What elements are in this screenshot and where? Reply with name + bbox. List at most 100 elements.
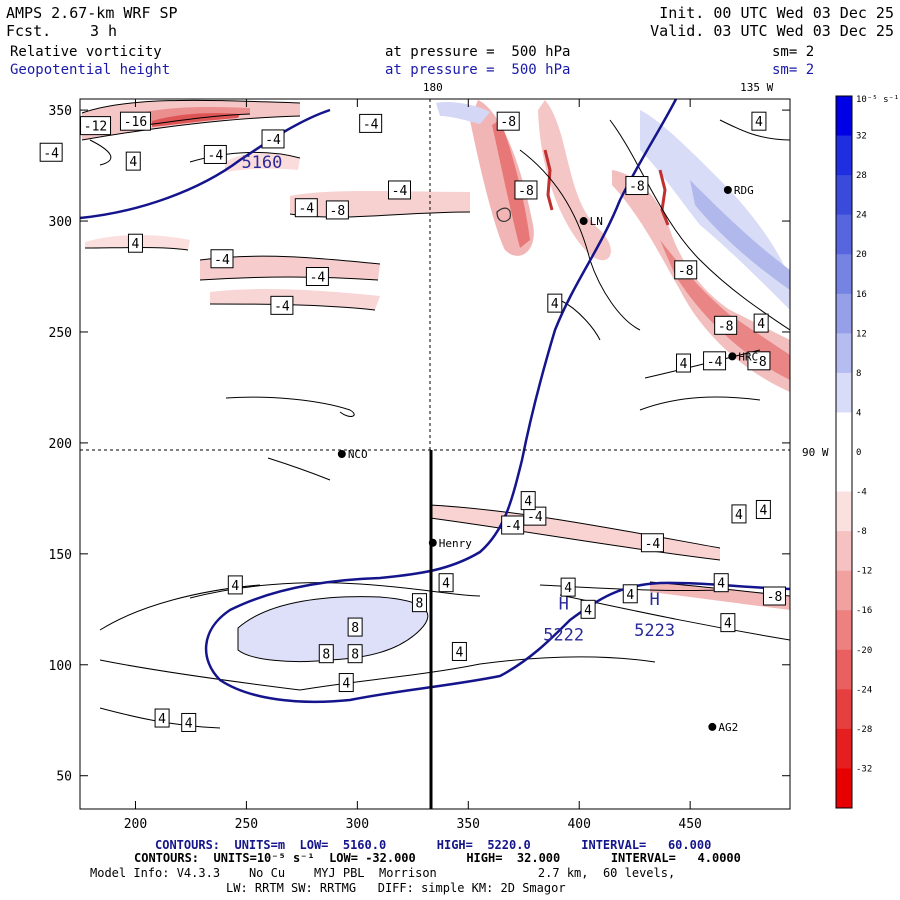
colorbar-tick-label: -12 bbox=[856, 567, 872, 577]
svg-text:-8: -8 bbox=[330, 204, 346, 219]
colorbar-unit: 10⁻⁵ s⁻¹ bbox=[856, 95, 899, 105]
axes: 200 250 300 350 400 450 50 100 150 200 250 300 350 bbox=[49, 99, 790, 832]
geopotential-contours bbox=[80, 99, 790, 704]
vorticity-label: -4 bbox=[305, 267, 329, 286]
svg-text:-4: -4 bbox=[310, 271, 326, 286]
vorticity-label: -8 bbox=[747, 351, 771, 371]
colorbar-swatch bbox=[836, 610, 852, 651]
svg-text:-4: -4 bbox=[645, 537, 661, 552]
colorbar: 10⁻⁵ s⁻¹ 32 28 24 20 16 12 8 4 0 -4 -8 -12 -16 -20 -24 -… bbox=[835, 95, 899, 809]
grid-annotation: 180 bbox=[423, 81, 443, 94]
forecast-hour: 3 h bbox=[90, 22, 118, 40]
colorbar-swatch bbox=[836, 135, 852, 176]
station-label: NCO bbox=[348, 448, 368, 461]
smoothing-2: sm= 2 bbox=[772, 62, 815, 78]
pressure-level-1: at pressure = 500 hPa bbox=[385, 44, 571, 60]
vorticity-label: -12 bbox=[80, 116, 112, 136]
y-tick-label: 150 bbox=[49, 548, 72, 563]
svg-text:4: 4 bbox=[724, 617, 732, 632]
svg-text:-8: -8 bbox=[678, 264, 694, 279]
svg-text:-4: -4 bbox=[214, 253, 230, 268]
colorbar-swatch bbox=[836, 689, 852, 730]
vorticity-label: -4 bbox=[39, 142, 63, 162]
footer-vorticity-contours: CONTOURS: UNITS=10⁻⁵ s⁻¹ LOW= -32.000 HI… bbox=[134, 851, 741, 865]
height-label: H bbox=[559, 594, 569, 614]
svg-text:8: 8 bbox=[322, 648, 330, 663]
svg-text:4: 4 bbox=[442, 577, 450, 592]
colorbar-tick-label: 16 bbox=[856, 290, 867, 300]
svg-text:4: 4 bbox=[759, 503, 767, 518]
svg-text:4: 4 bbox=[524, 495, 532, 510]
vorticity-label: -8 bbox=[514, 180, 538, 200]
colorbar-swatch bbox=[836, 768, 852, 809]
vorticity-label: 4 bbox=[755, 499, 771, 519]
svg-text:4: 4 bbox=[564, 581, 572, 596]
vorticity-label: -4 bbox=[703, 351, 727, 371]
forecast-label: Fcst. bbox=[6, 22, 52, 40]
colorbar-tick-label: 24 bbox=[856, 211, 867, 221]
vorticity-label: -8 bbox=[325, 200, 349, 220]
svg-text:-4: -4 bbox=[527, 510, 543, 525]
colorbar-swatch bbox=[836, 254, 852, 295]
colorbar-tick-label: 4 bbox=[856, 408, 861, 418]
init-time: Init. 00 UTC Wed 03 Dec 25 bbox=[659, 4, 894, 22]
colorbar-swatch bbox=[836, 372, 852, 413]
colorbar-tick-label: 32 bbox=[856, 132, 867, 142]
colorbar-swatch bbox=[836, 175, 852, 216]
colorbar-tick-label: -8 bbox=[856, 527, 867, 537]
vorticity-label: 4 bbox=[438, 573, 454, 593]
smoothing-1: sm= 2 bbox=[772, 44, 815, 60]
footer-model-info: Model Info: V4.3.3 No Cu MYJ PBL Morriso… bbox=[90, 866, 676, 880]
y-tick-label: 250 bbox=[49, 326, 72, 341]
colorbar-tick-label: -20 bbox=[856, 646, 872, 656]
svg-text:-16: -16 bbox=[124, 115, 147, 130]
svg-text:8: 8 bbox=[416, 597, 424, 612]
svg-text:-4: -4 bbox=[298, 202, 314, 217]
vorticity-label: 4 bbox=[547, 293, 563, 313]
grid-lines bbox=[80, 99, 790, 451]
height-labels: 5160 H 5222 H 5223 bbox=[241, 153, 675, 646]
valid-time: Valid. 03 UTC Wed 03 Dec 25 bbox=[650, 22, 894, 40]
station-label: HRC bbox=[738, 350, 758, 363]
vorticity-label: 4 bbox=[731, 504, 747, 524]
station-marker: Henry bbox=[428, 537, 472, 550]
colorbar-tick-label: -28 bbox=[856, 725, 872, 735]
vorticity-label: 4 bbox=[720, 613, 736, 633]
vorticity-label: 4 bbox=[154, 708, 170, 728]
height-label: 5160 bbox=[241, 153, 282, 173]
svg-text:4: 4 bbox=[129, 155, 137, 170]
colorbar-swatch bbox=[836, 570, 852, 611]
station-label: LN bbox=[590, 215, 603, 228]
colorbar-tick-label: 8 bbox=[856, 369, 861, 379]
svg-text:-4: -4 bbox=[274, 299, 290, 314]
colorbar-swatch bbox=[836, 412, 852, 453]
field-height: Geopotential height bbox=[10, 62, 171, 78]
station-marker: RDG bbox=[723, 184, 754, 197]
y-tick-label: 300 bbox=[49, 215, 72, 230]
station-marker: LN bbox=[579, 215, 603, 228]
vorticity-label: 4 bbox=[560, 577, 576, 597]
x-tick-label: 450 bbox=[678, 817, 701, 832]
colorbar-swatch bbox=[836, 728, 852, 769]
svg-text:4: 4 bbox=[455, 645, 463, 660]
svg-text:4: 4 bbox=[626, 588, 634, 603]
vorticity-label: -4 bbox=[501, 515, 525, 535]
station-label: RDG bbox=[734, 184, 754, 197]
vorticity-label: -8 bbox=[762, 586, 786, 606]
svg-text:8: 8 bbox=[351, 648, 359, 663]
y-tick-label: 100 bbox=[49, 659, 72, 674]
vorticity-label: -4 bbox=[261, 129, 285, 149]
svg-text:4: 4 bbox=[132, 237, 140, 252]
grid-annotation: 135 W bbox=[740, 81, 773, 94]
footer-height-contours: CONTOURS: UNITS=m LOW= 5160.0 HIGH= 5220… bbox=[155, 838, 712, 852]
vorticity-label: -8 bbox=[714, 315, 738, 335]
station-label: Henry bbox=[439, 537, 472, 550]
svg-text:4: 4 bbox=[717, 577, 725, 592]
vorticity-label: 8 bbox=[411, 593, 427, 613]
vorticity-label: 4 bbox=[338, 673, 354, 693]
vorticity-label: -16 bbox=[119, 111, 151, 131]
colorbar-tick-label: 28 bbox=[856, 171, 867, 181]
svg-text:4: 4 bbox=[342, 677, 350, 692]
field-vorticity: Relative vorticity bbox=[10, 44, 162, 60]
